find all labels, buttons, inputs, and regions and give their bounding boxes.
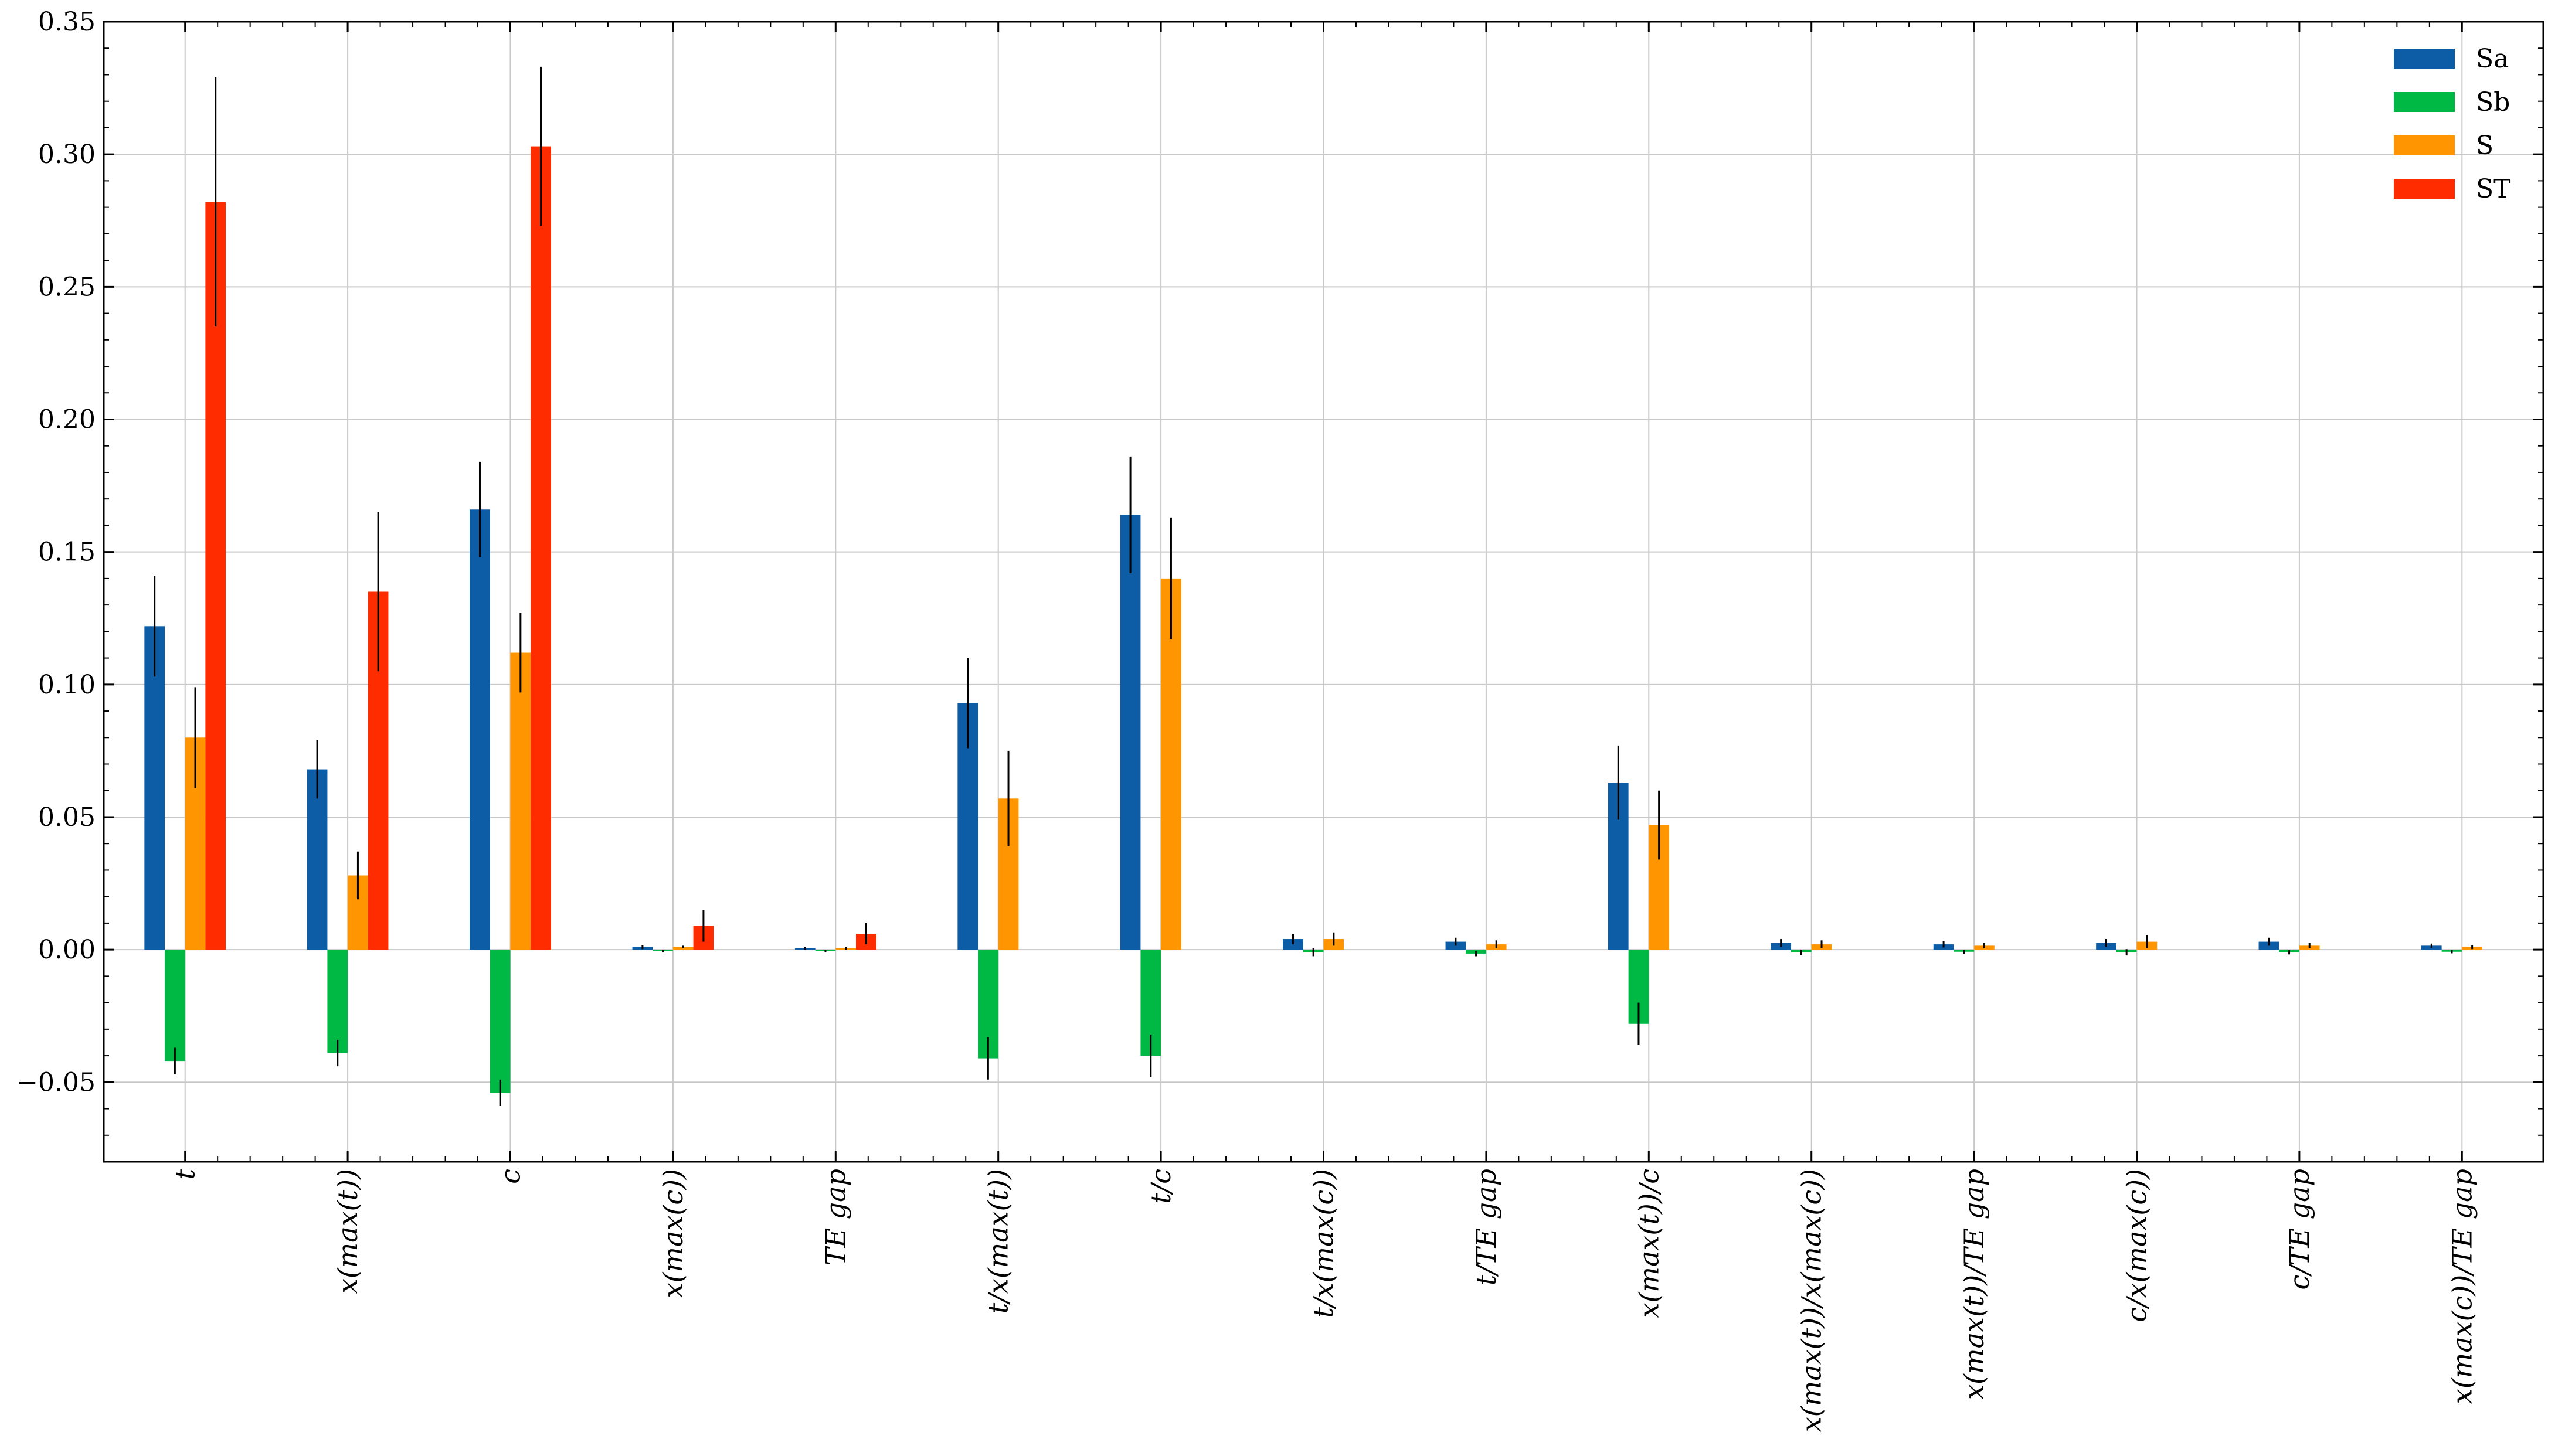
x-tick-labels: t x(max(t)) c x(max(c)) TE gap t/x(max(t)) t/c… — [169, 1169, 2478, 1433]
y-tick-label: −0.05 — [16, 1067, 96, 1097]
legend-swatch-st — [2394, 179, 2455, 199]
legend-label-st: ST — [2476, 174, 2511, 204]
bar-sa — [144, 626, 165, 950]
y-tick-label: 0.15 — [38, 538, 96, 567]
bar-sa — [2258, 941, 2279, 950]
bar-st — [531, 146, 551, 950]
legend-label-sb: Sb — [2476, 87, 2510, 117]
bar-s — [510, 652, 531, 950]
x-tick-label: x(max(c)) — [657, 1169, 689, 1298]
bar-sa — [307, 769, 328, 950]
x-tick-label: t/x(max(c)) — [1308, 1169, 1340, 1318]
y-tick-label: 0.25 — [38, 272, 96, 302]
legend-swatch-sb — [2394, 92, 2455, 112]
x-tick-label: x(max(c))/TE gap — [2446, 1169, 2478, 1404]
y-tick-label: 0.30 — [38, 140, 96, 169]
x-tick-label: x(max(t))/c — [1633, 1169, 1664, 1318]
bar-sa — [1445, 941, 1466, 950]
x-tick-label: x(max(t))/TE gap — [1958, 1169, 1990, 1400]
legend-label-sa: Sa — [2476, 44, 2509, 74]
y-tick-labels: −0.05 0.00 0.05 0.10 0.15 0.20 0.25 0.30 0.35 — [16, 7, 96, 1097]
bar-sa — [1120, 515, 1141, 950]
x-tick-label: c/x(max(c)) — [2121, 1169, 2153, 1322]
bar-sa — [470, 509, 490, 950]
error-bars-layer — [154, 66, 2474, 1107]
legend-swatch-sa — [2394, 49, 2455, 69]
grid-layer — [104, 21, 2543, 1162]
x-tick-label: c — [495, 1169, 526, 1184]
bar-sb — [165, 950, 185, 1062]
bar-s — [1161, 578, 1181, 950]
y-tick-label: 0.10 — [38, 670, 96, 700]
legend-swatch-s — [2394, 135, 2455, 155]
bar-sb — [327, 950, 348, 1053]
x-tick-label: t/x(max(t)) — [983, 1169, 1014, 1314]
axes-layer — [103, 21, 2544, 1163]
x-tick-label: t/TE gap — [1470, 1169, 1502, 1285]
x-tick-label: TE gap — [820, 1169, 851, 1266]
plot-frame — [103, 21, 2544, 1163]
legend: Sa Sb S ST — [2394, 44, 2511, 204]
legend-label-s: S — [2476, 131, 2493, 161]
bar-sb — [490, 950, 511, 1093]
y-tick-label: 0.35 — [38, 7, 96, 37]
x-tick-label: c/TE gap — [2284, 1169, 2315, 1290]
x-tick-label: x(max(t)) — [332, 1169, 363, 1294]
x-tick-label: t — [169, 1169, 201, 1180]
x-tick-label: x(max(t))/x(max(c)) — [1796, 1169, 1827, 1432]
y-tick-label: 0.05 — [38, 802, 96, 832]
x-tick-label: t/c — [1145, 1169, 1177, 1204]
y-tick-label: 0.00 — [38, 935, 96, 965]
y-tick-label: 0.20 — [38, 404, 96, 434]
